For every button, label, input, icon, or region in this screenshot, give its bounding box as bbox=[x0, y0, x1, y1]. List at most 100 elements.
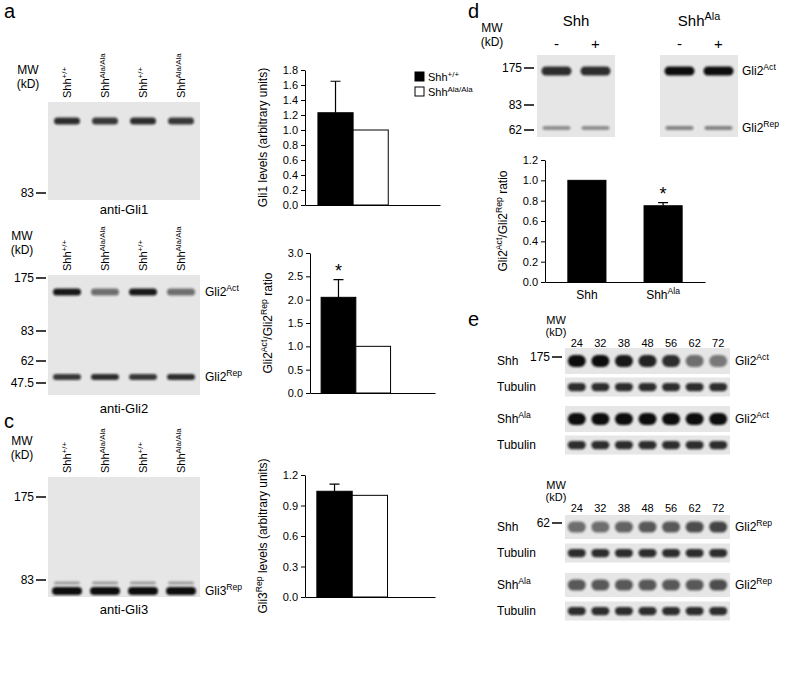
y-tick-mark bbox=[301, 130, 305, 131]
blot-membrane bbox=[48, 477, 200, 597]
mw-title: (kD) bbox=[546, 491, 567, 503]
y-tick: 2.0 bbox=[288, 294, 310, 306]
bar-chart: 0.00.30.60.91.2Gli3Rep levels (arbitrary… bbox=[254, 458, 435, 613]
text-part: Gli2 bbox=[205, 370, 227, 384]
y-axis-title: Gli1 levels (arbitrary units) bbox=[256, 68, 270, 207]
plot-marks bbox=[568, 180, 682, 282]
text-part: Gli2 bbox=[735, 354, 757, 368]
text-part: Shh bbox=[99, 453, 111, 473]
y-tick-mark bbox=[301, 175, 305, 176]
y-tick-label: 0.0 bbox=[288, 387, 303, 399]
y-axis-line bbox=[305, 476, 306, 598]
y-axis-title: Gli2Act/Gli2Rep ratio bbox=[259, 272, 275, 373]
lane-label: Shh+/+ bbox=[60, 67, 73, 98]
x-tick: Shh bbox=[576, 288, 597, 302]
blot-band bbox=[591, 355, 609, 367]
mw-marker-tick bbox=[552, 356, 562, 358]
mw-title: (kD) bbox=[17, 77, 40, 91]
annotations: * bbox=[660, 184, 667, 204]
y-tick: 0.8 bbox=[523, 195, 545, 207]
mw-marker: 62 bbox=[537, 516, 551, 530]
y-tick-mark bbox=[301, 160, 305, 161]
mw-marker: 175 bbox=[14, 490, 34, 504]
blot-band bbox=[615, 413, 633, 425]
y-tick-mark bbox=[306, 323, 310, 324]
y-tick-mark bbox=[541, 201, 545, 202]
blot-band bbox=[591, 441, 609, 449]
blot-band bbox=[568, 522, 586, 533]
lane-label: Shh+/+ bbox=[136, 67, 149, 98]
text-part: Shh bbox=[175, 251, 187, 271]
blot-band bbox=[704, 67, 734, 76]
blot-band bbox=[615, 383, 633, 391]
bar bbox=[353, 130, 388, 205]
superscript: Act bbox=[226, 283, 239, 293]
y-tick-mark bbox=[301, 506, 305, 507]
time-label: 24 bbox=[571, 502, 583, 514]
antibody-label: anti-Gli3 bbox=[100, 602, 148, 617]
blot-band bbox=[615, 441, 633, 449]
y-tick: 1.4 bbox=[283, 94, 305, 106]
blot-band bbox=[686, 522, 704, 533]
legend: Shh+/+ShhAla/Ala bbox=[415, 70, 473, 98]
blot-band bbox=[543, 126, 571, 130]
blot-band bbox=[639, 522, 657, 533]
annotations: * bbox=[335, 261, 342, 281]
time-label: 62 bbox=[689, 337, 701, 349]
text-part: Shh bbox=[137, 453, 149, 473]
blot-band bbox=[615, 607, 633, 615]
y-tick-label: 1.0 bbox=[288, 340, 303, 352]
treatment-label: - bbox=[554, 35, 559, 52]
y-tick-label: 1.4 bbox=[283, 94, 298, 106]
blot-band bbox=[662, 549, 680, 557]
blot-band bbox=[54, 118, 80, 125]
y-tick: 3.0 bbox=[288, 247, 310, 259]
blot-band bbox=[686, 413, 704, 425]
y-tick: 1.2 bbox=[523, 154, 545, 166]
superscript: Ala/Ala bbox=[98, 428, 107, 454]
y-tick-label: 0.2 bbox=[523, 256, 538, 268]
mw-marker-tick bbox=[36, 277, 46, 279]
text-part: ratio bbox=[261, 272, 275, 299]
blot-band bbox=[568, 549, 586, 557]
blot-membrane bbox=[565, 544, 730, 563]
y-tick-mark bbox=[306, 300, 310, 301]
y-tick-mark bbox=[301, 597, 305, 598]
superscript: Ala/Ala bbox=[98, 53, 107, 79]
y-tick-mark bbox=[301, 100, 305, 101]
text-part: Gli2 bbox=[735, 412, 757, 426]
text-part: Gli2 bbox=[496, 250, 510, 272]
y-axis-line bbox=[545, 161, 546, 283]
y-tick-label: 0.0 bbox=[283, 199, 298, 211]
y-tick: 1.2 bbox=[283, 109, 305, 121]
band-label: Gli2Act bbox=[735, 410, 769, 426]
time-label: 56 bbox=[665, 337, 677, 349]
y-tick: 0.4 bbox=[283, 169, 305, 181]
blot-band bbox=[686, 355, 704, 367]
blot-band bbox=[591, 413, 609, 425]
text-part: Gli3 bbox=[205, 584, 227, 598]
y-tick-mark bbox=[306, 370, 310, 371]
row-label: Shh bbox=[497, 520, 518, 534]
blot-band bbox=[92, 118, 118, 125]
time-label: 32 bbox=[594, 502, 606, 514]
blot-band bbox=[639, 607, 657, 615]
bar-chart: *0.00.20.40.60.81.01.2ShhShhAlaGli2Act/G… bbox=[494, 154, 705, 301]
mw-title: (kD) bbox=[481, 35, 504, 49]
y-tick-mark bbox=[301, 115, 305, 116]
blot-band bbox=[591, 383, 609, 391]
superscript: Rep bbox=[254, 576, 264, 592]
bar bbox=[352, 495, 387, 597]
text-part: Shh bbox=[497, 578, 518, 592]
blot-band bbox=[709, 355, 727, 367]
figure: acdeMW(kD)Shh+/+ShhAla/AlaShh+/+ShhAla/A… bbox=[0, 0, 800, 680]
superscript: Act bbox=[763, 62, 776, 72]
blot-band bbox=[639, 441, 657, 449]
mw-marker-tick bbox=[36, 496, 46, 498]
text-part: Gli2 bbox=[205, 285, 227, 299]
bar bbox=[321, 297, 356, 393]
text-part: Gli2 bbox=[735, 578, 757, 592]
y-tick-label: 0.0 bbox=[523, 276, 538, 288]
mw-marker: 62 bbox=[509, 123, 523, 137]
blot-band bbox=[130, 582, 156, 585]
